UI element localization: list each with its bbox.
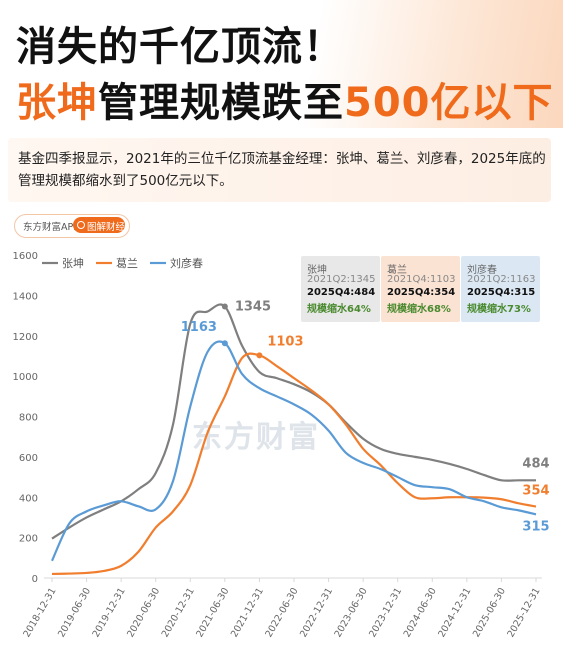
data-label: 1163 xyxy=(181,320,217,335)
description-panel: 基金四季报显示，2021年的三位千亿顶流基金经理：张坤、葛兰、刘彦春，2025年… xyxy=(8,138,551,202)
y-tick-label: 1200 xyxy=(13,332,38,343)
x-tick-label: 2023-06-30 xyxy=(333,586,370,639)
legend-label: 刘彦春 xyxy=(170,256,203,270)
y-tick-label: 600 xyxy=(19,453,38,464)
x-tick-label: 2024-12-31 xyxy=(436,586,473,639)
circle-icon xyxy=(77,221,85,229)
info-box-current: 2025Q4:315 xyxy=(467,287,536,298)
x-tick-label: 2025-06-30 xyxy=(471,586,508,639)
info-box-shrink: 规模缩水64% xyxy=(307,304,371,315)
data-label: 1103 xyxy=(267,334,303,349)
x-tick-label: 2018-12-31 xyxy=(21,586,58,639)
y-tick-label: 400 xyxy=(19,493,38,504)
x-tick-label: 2022-06-30 xyxy=(263,586,300,639)
x-tick-label: 2020-06-30 xyxy=(125,586,162,639)
headline-line1: 消失的千亿顶流！ xyxy=(16,24,344,70)
header-background xyxy=(0,0,563,128)
x-tick-label: 2023-12-31 xyxy=(367,586,404,639)
info-box: 葛兰 2021Q4:1103 2025Q4:354 规模缩水68% xyxy=(381,256,460,322)
info-box-current: 2025Q4:354 xyxy=(387,287,456,298)
source-app-label: 东方财富APP xyxy=(23,222,79,233)
series-line-葛兰 xyxy=(51,352,537,576)
data-label: 354 xyxy=(522,484,549,499)
info-box-name: 张坤 xyxy=(307,265,327,276)
headline-line2: 张坤管理规模跌至500亿以下 xyxy=(16,70,554,128)
x-tick-label: 2021-12-31 xyxy=(229,586,266,639)
data-label: 315 xyxy=(522,519,549,534)
info-box: 张坤 2021Q2:1345 2025Q4:484 规模缩水64% xyxy=(301,256,380,322)
series-line-张坤 xyxy=(51,303,536,540)
y-tick-label: 1000 xyxy=(13,372,38,383)
peak-marker xyxy=(221,340,228,347)
info-box-peak: 2021Q2:1163 xyxy=(467,274,536,285)
description-text: 基金四季报显示，2021年的三位千亿顶流基金经理：张坤、葛兰、刘彦春，2025年… xyxy=(18,151,546,189)
y-tick-label: 1600 xyxy=(13,251,38,262)
peak-marker xyxy=(256,352,263,359)
info-box-shrink: 规模缩水68% xyxy=(387,304,451,315)
legend-label: 张坤 xyxy=(62,256,84,270)
data-label: 1345 xyxy=(235,299,271,314)
x-tick-label: 2024-06-30 xyxy=(402,586,439,639)
y-tick-label: 0 xyxy=(32,574,38,585)
watermark: 东方财富 xyxy=(192,420,320,455)
series-line-刘彦春 xyxy=(51,340,537,562)
headline-middle: 管理规模跌至 xyxy=(98,80,344,126)
info-box-shrink: 规模缩水73% xyxy=(467,304,531,315)
y-tick-label: 1400 xyxy=(13,291,38,302)
y-tick-label: 200 xyxy=(19,534,38,545)
peak-marker xyxy=(221,303,228,310)
x-tick-label: 2022-12-31 xyxy=(298,586,335,639)
legend-label: 葛兰 xyxy=(116,257,138,270)
info-box-name: 葛兰 xyxy=(387,265,407,276)
info-box-current: 2025Q4:484 xyxy=(307,287,376,298)
info-box-peak: 2021Q2:1345 xyxy=(307,274,376,285)
x-tick-label: 2020-12-31 xyxy=(160,586,197,639)
info-box: 刘彦春 2021Q2:1163 2025Q4:315 规模缩水73% xyxy=(461,256,540,322)
x-tick-label: 2019-06-30 xyxy=(56,586,93,639)
y-tick-label: 800 xyxy=(19,413,38,424)
info-box-name: 刘彦春 xyxy=(467,265,497,276)
data-label: 484 xyxy=(522,456,549,471)
headline-name: 张坤 xyxy=(16,80,98,126)
x-tick-label: 2021-06-30 xyxy=(194,586,231,639)
x-tick-label: 2025-12-31 xyxy=(505,586,542,639)
source-tag: 图解财经 xyxy=(73,217,125,233)
source-badge: 东方财富APP 图解财经 xyxy=(14,214,130,238)
x-tick-label: 2019-12-31 xyxy=(91,586,128,639)
source-tag-label: 图解财经 xyxy=(87,222,126,233)
headline-figure: 500亿以下 xyxy=(344,80,554,126)
info-box-peak: 2021Q4:1103 xyxy=(387,274,456,285)
